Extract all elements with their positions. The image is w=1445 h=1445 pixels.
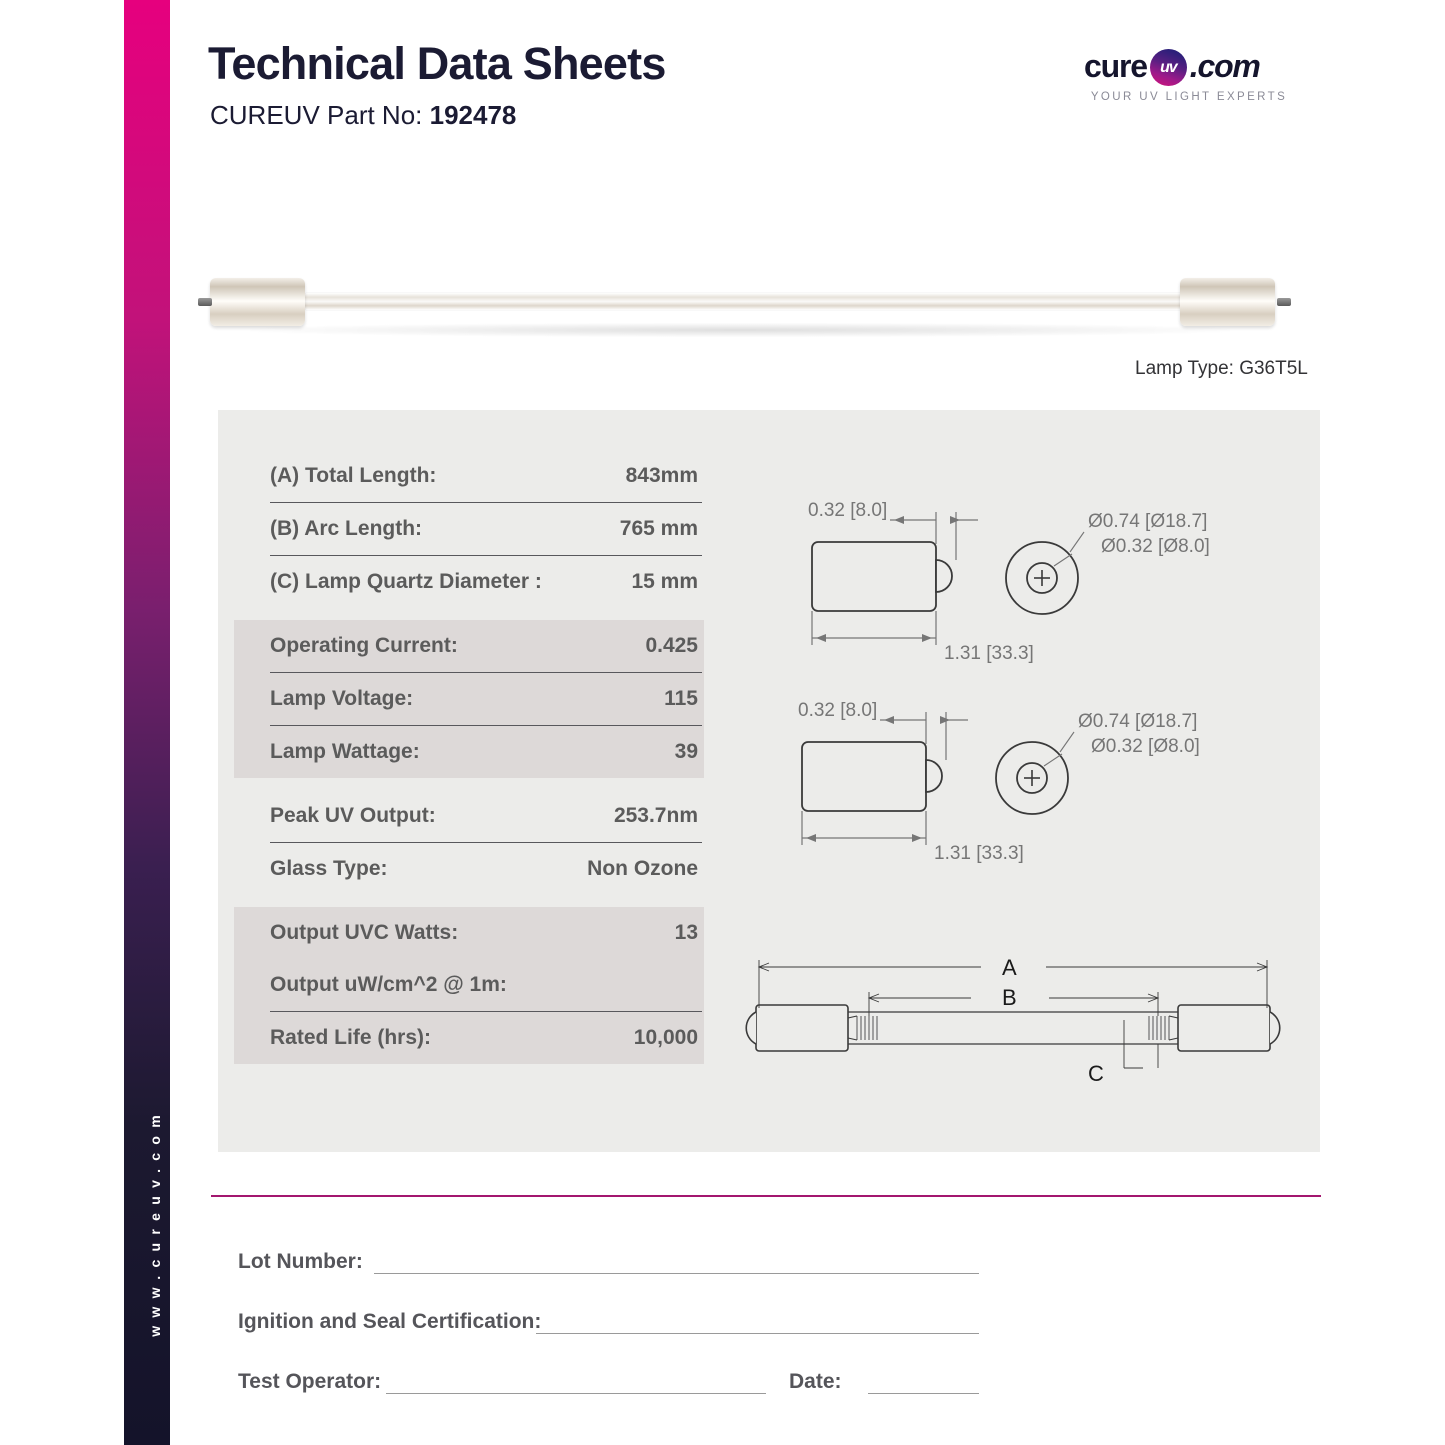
svg-text:C: C bbox=[1088, 1061, 1104, 1086]
svg-text:0.32 [8.0]: 0.32 [8.0] bbox=[808, 500, 887, 521]
svg-text:1.31 [33.3]: 1.31 [33.3] bbox=[944, 643, 1034, 664]
svg-text:B: B bbox=[1002, 985, 1017, 1010]
svg-text:1.31 [33.3]: 1.31 [33.3] bbox=[934, 843, 1024, 864]
svg-text:Ø0.32 [Ø8.0]: Ø0.32 [Ø8.0] bbox=[1091, 736, 1200, 757]
svg-text:Ø0.74 [Ø18.7]: Ø0.74 [Ø18.7] bbox=[1088, 511, 1207, 532]
svg-text:Ø0.74 [Ø18.7]: Ø0.74 [Ø18.7] bbox=[1078, 711, 1197, 732]
svg-text:0.32 [8.0]: 0.32 [8.0] bbox=[798, 700, 877, 721]
svg-text:A: A bbox=[1002, 955, 1017, 980]
svg-text:Ø0.32 [Ø8.0]: Ø0.32 [Ø8.0] bbox=[1101, 536, 1210, 557]
